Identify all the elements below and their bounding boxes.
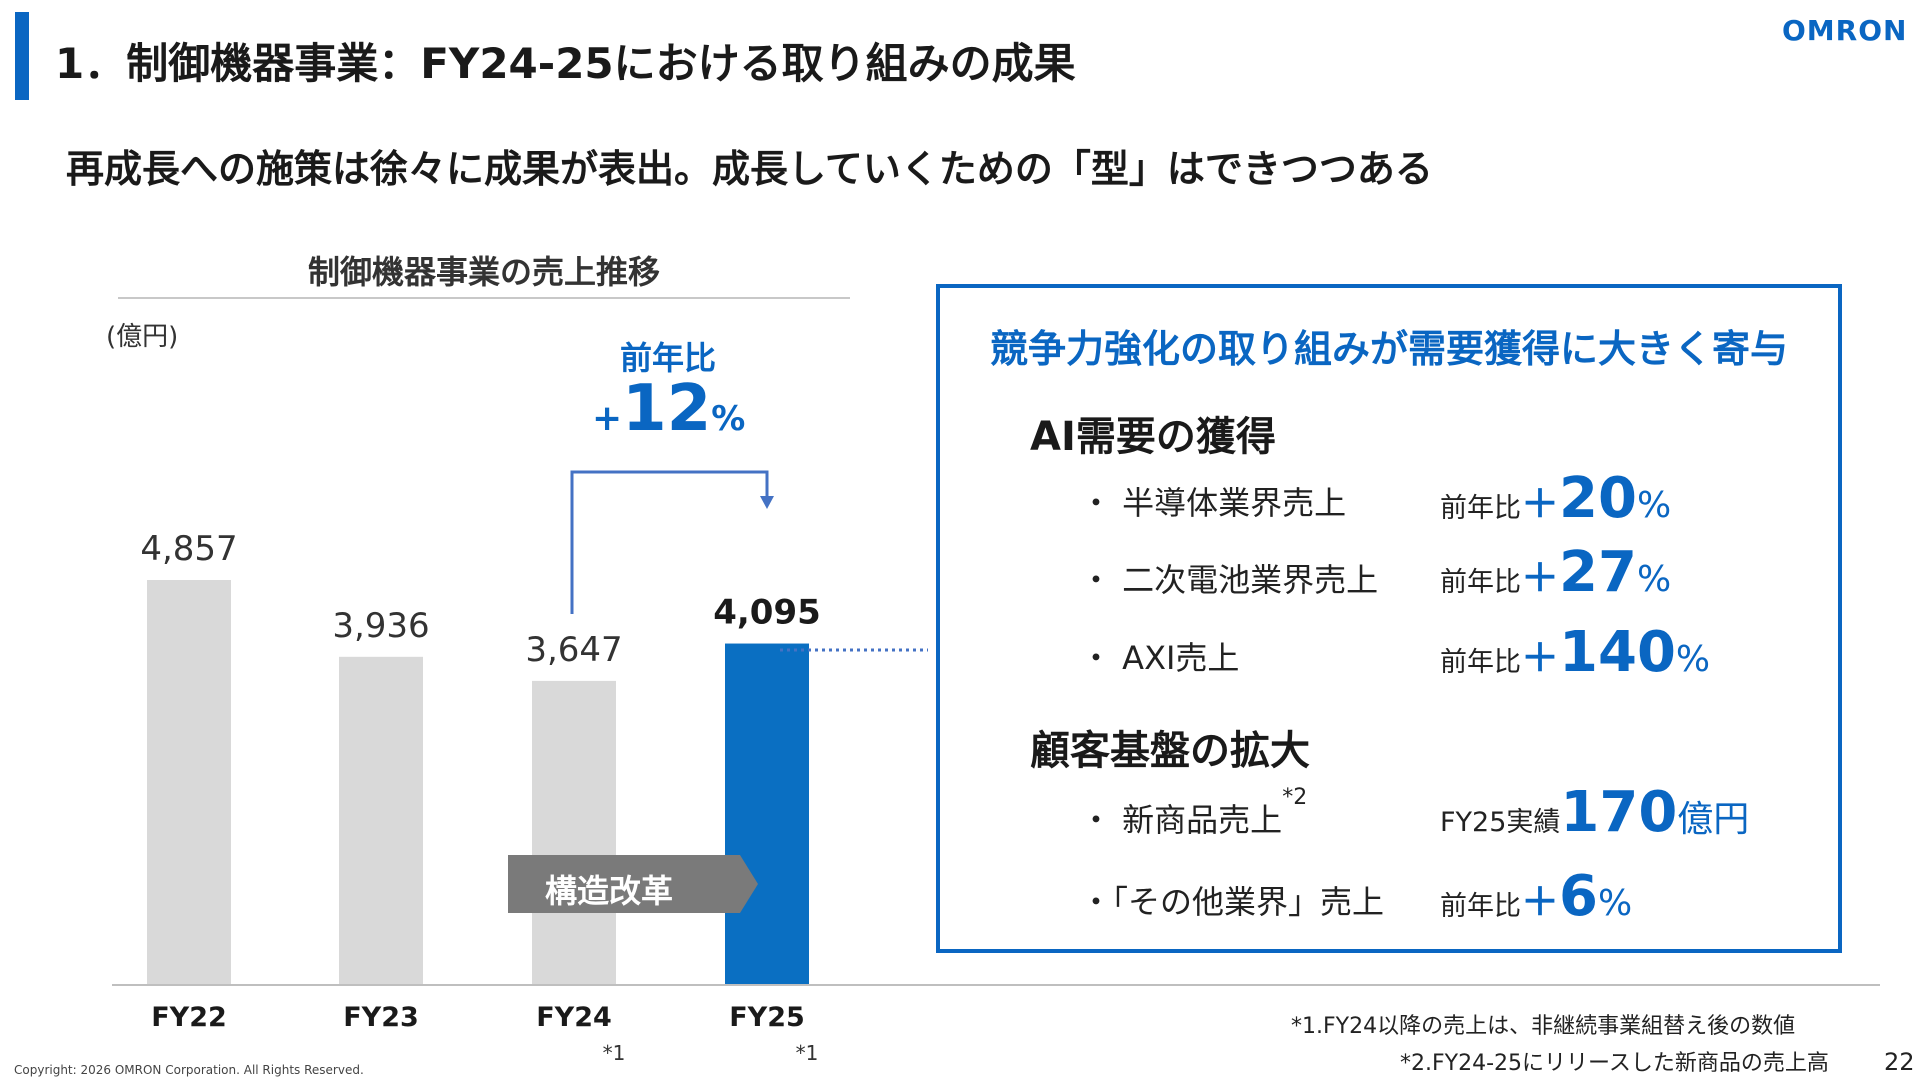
metric-suffix: % bbox=[1636, 485, 1672, 526]
section-heading-ai: AI需要の獲得 bbox=[1030, 414, 1276, 460]
item-label-text: ・ 新商品売上 bbox=[1080, 801, 1283, 839]
item-label-other-industries: ・「その他業界」売上 bbox=[1080, 883, 1385, 921]
footnote-1: *1.FY24以降の売上は、非継続事業組替え後の数値 bbox=[1291, 1014, 1796, 1039]
metric-plus: ＋ bbox=[1521, 556, 1560, 600]
metric-suffix: % bbox=[1636, 559, 1672, 600]
page-number: 22 bbox=[1884, 1048, 1915, 1076]
yoy-unit: % bbox=[711, 399, 746, 439]
metric-prefix: 前年比 bbox=[1440, 493, 1521, 524]
category-label-fy24: FY24 bbox=[536, 1002, 612, 1033]
footnote-mark-fy24: *1 bbox=[603, 1041, 626, 1065]
metric-suffix: % bbox=[1597, 883, 1633, 924]
metric-number: 27 bbox=[1559, 540, 1637, 605]
item-label-battery: ・ 二次電池業界売上 bbox=[1080, 561, 1379, 599]
value-label-fy22: 4,857 bbox=[140, 529, 237, 569]
footnote-mark-fy25: *1 bbox=[796, 1041, 819, 1065]
title-accent-bar bbox=[15, 12, 29, 100]
metric-prefix: 前年比 bbox=[1440, 891, 1521, 922]
value-label-fy25: 4,095 bbox=[713, 593, 821, 633]
chart-title-divider bbox=[118, 297, 850, 299]
category-label-fy22: FY22 bbox=[151, 1002, 227, 1033]
metric-battery: 前年比＋27% bbox=[1440, 540, 1671, 605]
yoy-value: +12% bbox=[592, 372, 745, 446]
chart-unit-label: (億円) bbox=[106, 322, 179, 352]
metric-suffix: % bbox=[1675, 639, 1711, 680]
yoy-number: 12 bbox=[622, 372, 712, 446]
metric-axi: 前年比＋140% bbox=[1440, 620, 1710, 685]
initiatives-panel bbox=[936, 284, 1842, 953]
reform-arrow-shape bbox=[508, 855, 758, 913]
footnote-mark: *2 bbox=[1282, 785, 1308, 810]
yoy-label: 前年比 bbox=[620, 339, 717, 377]
category-label-fy23: FY23 bbox=[343, 1002, 419, 1033]
metric-new-products: FY25実績170億円 bbox=[1440, 780, 1749, 845]
bar-fy22 bbox=[147, 580, 231, 985]
metric-number: 140 bbox=[1559, 620, 1676, 685]
section-heading-customer-base: 顧客基盤の拡大 bbox=[1030, 728, 1310, 774]
metric-prefix: 前年比 bbox=[1440, 647, 1521, 678]
bar-fy23 bbox=[339, 656, 423, 985]
metric-number: 170 bbox=[1560, 780, 1678, 845]
item-label-axi: ・ AXI売上 bbox=[1080, 639, 1240, 677]
metric-prefix: 前年比 bbox=[1440, 567, 1521, 598]
footnote-2: *2.FY24-25にリリースした新商品の売上高 bbox=[1400, 1051, 1829, 1076]
omron-logo: OMRON bbox=[1782, 14, 1908, 47]
page-title: 1．制御機器事業：FY24-25における取り組みの成果 bbox=[55, 39, 1076, 88]
bar-fy24 bbox=[532, 680, 616, 985]
bar-fy25 bbox=[725, 643, 809, 985]
yoy-connector-line bbox=[570, 470, 769, 614]
metric-plus: ＋ bbox=[1521, 880, 1560, 924]
value-label-fy24: 3,647 bbox=[525, 630, 622, 670]
yoy-sign: + bbox=[592, 398, 623, 439]
yoy-arrow-head bbox=[760, 496, 774, 509]
metric-suffix: 億円 bbox=[1677, 799, 1750, 840]
metric-semiconductor: 前年比＋20% bbox=[1440, 466, 1671, 531]
value-label-fy23: 3,936 bbox=[332, 606, 429, 646]
item-label-semiconductor: ・ 半導体業界売上 bbox=[1080, 484, 1347, 522]
copyright-notice: Copyright: 2026 OMRON Corporation. All R… bbox=[14, 1063, 364, 1077]
metric-number: 20 bbox=[1559, 466, 1637, 531]
chart-title: 制御機器事業の売上推移 bbox=[307, 253, 660, 291]
metric-plus: ＋ bbox=[1521, 636, 1560, 680]
item-label-new-products: ・ 新商品売上*2 bbox=[1080, 785, 1307, 841]
reform-label: 構造改革 bbox=[545, 872, 674, 910]
metric-plus: ＋ bbox=[1521, 482, 1560, 526]
category-label-fy25: FY25 bbox=[729, 1002, 805, 1033]
metric-prefix: FY25実績 bbox=[1440, 807, 1561, 838]
metric-other-industries: 前年比＋6% bbox=[1440, 864, 1632, 929]
panel-title: 競争力強化の取り組みが需要獲得に大きく寄与 bbox=[989, 327, 1788, 371]
page-subtitle: 再成長への施策は徐々に成果が表出。成長していくための「型」はできつつある bbox=[66, 147, 1433, 191]
metric-number: 6 bbox=[1559, 864, 1598, 929]
